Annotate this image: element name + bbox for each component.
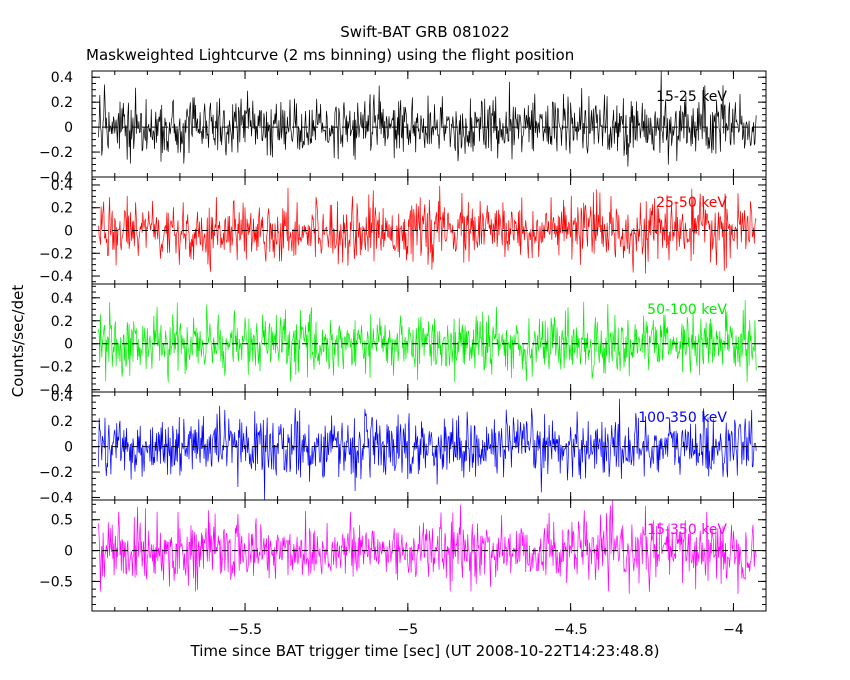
series-line-3 <box>98 300 757 383</box>
series-line-5 <box>98 500 757 595</box>
panel-frame-5 <box>91 499 767 612</box>
y-tick-label: −0.4 <box>39 170 73 186</box>
band-label-2: 25-50 keV <box>656 195 727 211</box>
y-tick-label: 0.2 <box>51 414 73 430</box>
chart-title: Swift-BAT GRB 081022 <box>340 23 509 41</box>
x-tick-label: −5.5 <box>228 622 262 638</box>
band-label-5: 15-350 keV <box>647 522 727 538</box>
x-tick-label: −5 <box>398 622 419 638</box>
y-tick-label: 0.5 <box>51 513 73 529</box>
y-tick-label: 0 <box>64 440 73 456</box>
x-axis-label: Time since BAT trigger time [sec] (UT 20… <box>190 642 660 660</box>
panel-1: 0.4 0.2 0 −0.2 −0.4 15-25 keV <box>39 70 767 186</box>
panel-stack: 0.4 0.2 0 −0.2 −0.4 15-25 keV 0.4 0.2 0 −0.2 −0.4 2… <box>39 70 767 612</box>
panel-3: 0.4 0.2 0 −0.2 −0.4 50-100 keV <box>39 283 767 399</box>
y-tick-label: 0.2 <box>51 95 73 111</box>
y-tick-label: −0.2 <box>39 360 73 376</box>
y-tick-label: −0.5 <box>39 574 73 590</box>
panel-5: 0.5 0 −0.5 15-350 keV <box>39 499 767 612</box>
series-line-4 <box>98 398 757 500</box>
y-tick-label: 0 <box>64 120 73 136</box>
panel-4: 0.4 0.2 0 −0.2 −0.4 100-350 keV <box>39 389 767 506</box>
y-tick-label: −0.4 <box>39 490 73 506</box>
y-tick-label: 0.2 <box>51 201 73 217</box>
chart-subtitle: Maskweighted Lightcurve (2 ms binning) u… <box>86 46 574 64</box>
y-tick-label: −0.4 <box>39 269 73 285</box>
x-tick-label: −4 <box>723 622 744 638</box>
y-tick-label: −0.2 <box>39 246 73 262</box>
x-tick-label: −4.5 <box>554 622 588 638</box>
y-tick-label: 0 <box>64 224 73 240</box>
x-axis: −5.5 −5 −4.5 −4 <box>228 622 744 638</box>
y-tick-label: 0.4 <box>51 178 73 194</box>
y-tick-label: 0 <box>64 337 73 353</box>
y-tick-label: 0 <box>64 544 73 560</box>
panel-2: 0.4 0.2 0 −0.2 −0.4 25-50 keV <box>39 176 767 285</box>
y-tick-label: −0.4 <box>39 383 73 399</box>
band-label-3: 50-100 keV <box>647 302 727 318</box>
y-tick-label: 0.4 <box>51 291 73 307</box>
band-label-1: 15-25 keV <box>656 89 727 105</box>
series-line-1 <box>98 71 757 167</box>
series-line-2 <box>98 185 757 274</box>
y-tick-label: 0.2 <box>51 314 73 330</box>
y-tick-label: −0.2 <box>39 465 73 481</box>
y-tick-label: 0.4 <box>51 389 73 405</box>
y-axis-label: Counts/sec/det <box>9 285 27 398</box>
y-tick-label: −0.2 <box>39 145 73 161</box>
y-tick-label: 0.4 <box>51 70 73 86</box>
band-label-4: 100-350 keV <box>638 410 727 426</box>
panel-frame-1 <box>91 70 767 178</box>
